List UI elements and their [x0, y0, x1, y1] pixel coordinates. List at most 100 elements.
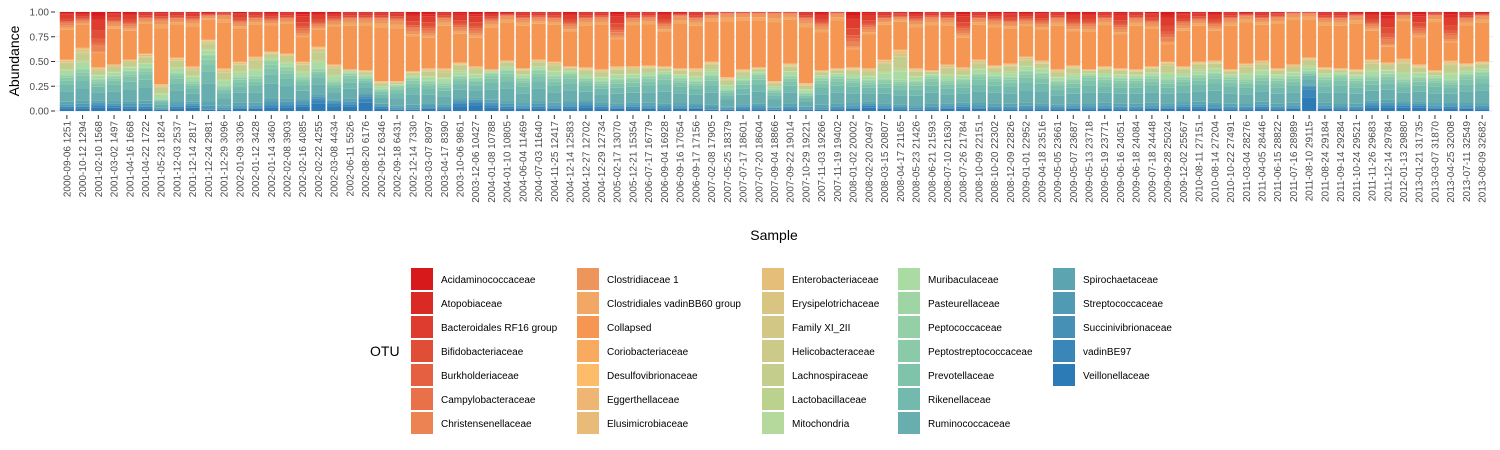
bar-segment — [1207, 78, 1222, 84]
bar-segment — [390, 24, 405, 29]
bar-segment — [846, 86, 861, 94]
bar-segment — [1317, 108, 1332, 111]
bar-segment — [1050, 109, 1065, 111]
bar-segment — [641, 102, 656, 106]
bar-segment — [1239, 81, 1254, 84]
bar-segment — [468, 37, 483, 67]
bar-segment — [217, 71, 232, 73]
bar-segment — [971, 22, 987, 25]
bar-segment — [924, 71, 939, 74]
bar-segment — [908, 85, 924, 90]
bar-segment — [75, 80, 90, 89]
bar-segment — [248, 24, 263, 57]
legend-key — [1053, 364, 1075, 386]
bar-segment — [358, 82, 373, 88]
bar-segment — [877, 18, 892, 20]
bar-segment — [169, 15, 185, 18]
bar-segment — [1160, 42, 1175, 45]
bar-segment — [1475, 90, 1490, 104]
bar-segment — [751, 106, 766, 109]
bar-segment — [641, 71, 656, 73]
bar-segment — [405, 87, 420, 95]
bar-segment — [342, 12, 357, 14]
bar-segment — [1286, 102, 1301, 106]
bar-segment — [421, 28, 436, 31]
bar-segment — [154, 86, 169, 87]
bar-segment — [1443, 104, 1458, 107]
bar-segment — [877, 83, 892, 88]
bar-segment — [735, 13, 751, 18]
bar-segment — [1396, 73, 1411, 79]
bar-segment — [1364, 61, 1380, 63]
bar-segment — [987, 92, 1002, 104]
x-tick-label: 2002-01-14 3460 — [267, 121, 278, 198]
bar-segment — [625, 104, 641, 107]
bar-segment — [562, 68, 578, 71]
bar-segment — [421, 83, 436, 86]
bar-segment — [956, 35, 971, 38]
bar-segment — [1364, 62, 1380, 64]
bar-segment — [1396, 12, 1411, 14]
bar-segment — [1019, 57, 1034, 59]
bar-segment — [1333, 15, 1348, 18]
bar-segment — [1475, 69, 1490, 72]
bar-segment — [547, 70, 562, 72]
bar-segment — [1097, 82, 1112, 87]
bar-segment — [1113, 27, 1128, 30]
bar-segment — [1380, 102, 1395, 105]
bar-segment — [1034, 62, 1049, 63]
x-tick-label: 2011-08-24 29184 — [1320, 121, 1331, 202]
bar-segment — [1034, 21, 1049, 23]
bar-segment — [1333, 70, 1348, 73]
bar-segment — [893, 81, 908, 84]
bar-segment — [1113, 13, 1128, 16]
bar-segment — [578, 25, 593, 68]
bar-segment — [1019, 19, 1034, 21]
bar-segment — [1192, 104, 1207, 107]
bar-segment — [610, 12, 625, 15]
bar-segment — [1443, 63, 1458, 65]
bar-segment — [1443, 102, 1458, 105]
legend-label: Peptostreptococcaceae — [928, 347, 1033, 358]
bar-segment — [893, 49, 908, 51]
bar-segment — [798, 101, 814, 107]
bar-segment — [91, 53, 106, 68]
bar-segment — [625, 80, 641, 83]
bar-segment — [704, 15, 719, 16]
bar-segment — [751, 13, 766, 18]
x-tick-label: 2002-06-11 5526 — [345, 121, 356, 197]
bar-segment — [437, 109, 452, 111]
bar-segment — [452, 20, 468, 24]
bar-segment — [1239, 73, 1254, 75]
bar-segment — [154, 85, 169, 87]
bar-segment — [185, 23, 200, 27]
bar-segment — [468, 81, 483, 86]
bar-segment — [610, 16, 625, 24]
bar-segment — [295, 63, 310, 65]
bar-segment — [1066, 66, 1081, 68]
bar-segment — [547, 13, 562, 16]
bar-segment — [201, 14, 216, 16]
bar-segment — [562, 104, 578, 107]
bar-segment — [279, 56, 295, 58]
bar-segment — [1443, 106, 1458, 107]
bar-segment — [295, 37, 310, 62]
bar-segment — [704, 63, 719, 64]
bar-segment — [91, 105, 106, 108]
bar-segment — [169, 67, 185, 69]
bar-segment — [1396, 103, 1411, 106]
bar-segment — [987, 72, 1002, 74]
bar-segment — [956, 81, 971, 84]
bar-segment — [154, 94, 169, 99]
bar-segment — [594, 108, 609, 111]
bar-segment — [641, 21, 656, 25]
bar-segment — [1239, 108, 1254, 110]
bar-segment — [75, 12, 90, 14]
bar-segment — [484, 105, 499, 108]
legend-key — [898, 364, 920, 386]
bar-segment — [1160, 81, 1175, 84]
bar-segment — [956, 30, 971, 34]
bar-segment — [1050, 13, 1065, 16]
bar-segment — [1396, 92, 1411, 102]
bar-segment — [657, 71, 672, 74]
